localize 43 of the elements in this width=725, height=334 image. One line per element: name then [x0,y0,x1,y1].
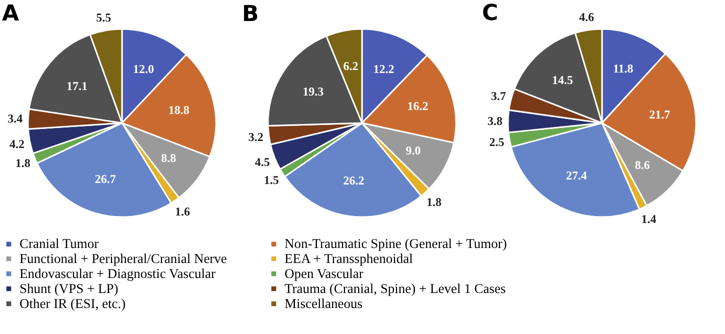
data-label: 1.4 [641,212,656,226]
data-label: 26.2 [343,174,364,188]
legend-label: Cranial Tumor [20,236,100,252]
data-label: 4.5 [254,154,270,169]
data-label: 14.5 [552,73,574,88]
chart-title: C [482,1,498,26]
legend-label: Other IR (ESI, etc.) [20,296,126,311]
data-label: 8.8 [161,150,176,165]
data-label: 1.6 [174,204,190,218]
data-label: 27.4 [566,168,588,182]
data-label: 11.8 [612,62,634,76]
data-label: 18.8 [168,103,190,118]
data-label: 8.6 [634,158,650,172]
chart-title: A [2,2,20,27]
data-label: 12.0 [132,62,154,76]
legend-label: EEA + Transsphenoidal [284,250,414,266]
data-label: 21.7 [649,107,670,122]
legend-label: Miscellaneous [284,296,362,311]
data-label: 2.5 [489,135,504,150]
data-label: 17.1 [66,79,88,94]
legend-label: Functional + Peripheral/Cranial Nerve [20,250,227,266]
data-label: 3.4 [8,111,23,126]
data-label: 9.0 [406,144,421,158]
data-label: 16.2 [407,98,428,113]
data-label: 12.2 [373,62,394,76]
data-label: 1.8 [15,156,30,170]
legend-label: Shunt (VPS + LP) [20,280,118,296]
chart-title: B [242,2,259,28]
data-label: 3.2 [248,130,264,144]
data-label: 1.8 [426,195,442,210]
legend-label: Trauma (Cranial, Spine) + Level 1 Cases [284,280,506,296]
legend-label: Non-Traumatic Spine (General + Tumor) [284,236,507,252]
data-label: 3.7 [490,89,506,104]
data-label: 6.2 [343,58,358,73]
data-label: 1.5 [264,172,279,187]
data-label: 26.7 [94,172,116,186]
data-label: 4.6 [579,10,594,24]
data-label: 4.2 [10,136,25,151]
legend-label: Endovascular + Diagnostic Vascular [20,266,216,281]
data-label: 19.3 [302,84,324,98]
data-label: 3.8 [488,114,503,128]
legend-label: Open Vascular [284,266,364,281]
data-label: 5.5 [96,10,112,25]
